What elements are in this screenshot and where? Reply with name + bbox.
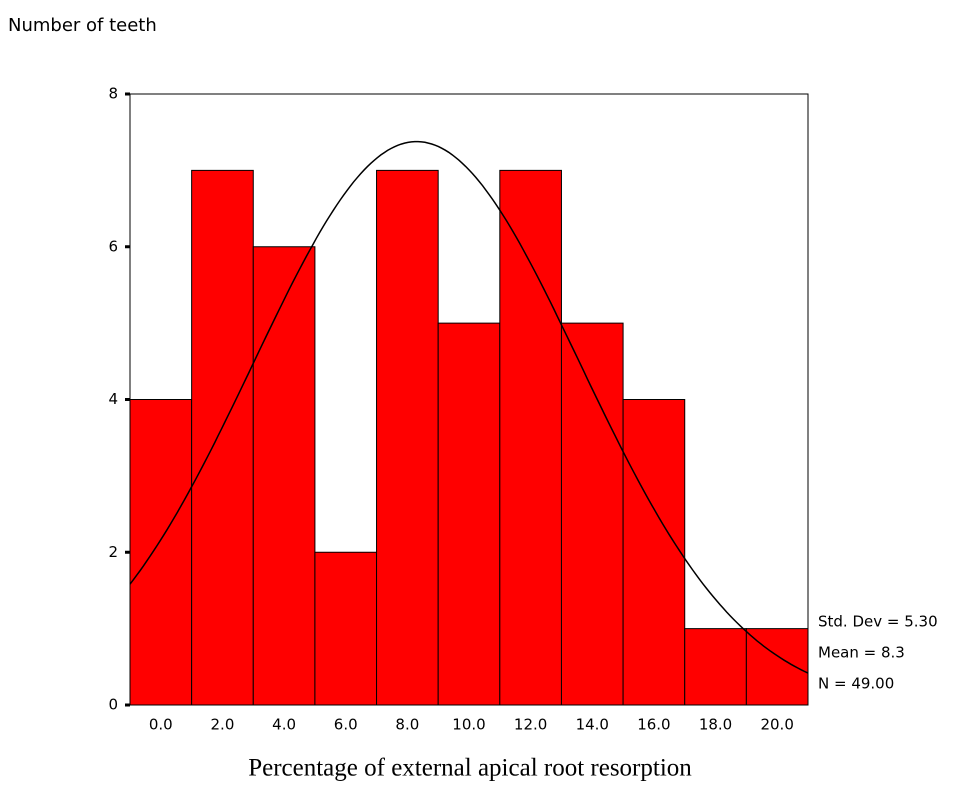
x-tick-label: 18.0 bbox=[699, 716, 732, 734]
y-axis-label: Number of teeth bbox=[8, 15, 157, 36]
y-tick-label: 4 bbox=[108, 390, 118, 408]
x-tick-label: 10.0 bbox=[452, 716, 485, 734]
y-tick-label: 8 bbox=[108, 85, 118, 103]
y-tick-label: 0 bbox=[108, 696, 118, 714]
x-tick-label: 2.0 bbox=[211, 716, 235, 734]
y-tick-label: 2 bbox=[108, 543, 118, 561]
x-tick-label: 14.0 bbox=[576, 716, 609, 734]
bar bbox=[685, 629, 747, 705]
x-tick-label: 6.0 bbox=[334, 716, 358, 734]
stat-label: Std. Dev = 5.30 bbox=[818, 613, 938, 631]
chart: Number of teeth Percentage of external a… bbox=[0, 0, 960, 797]
x-axis-label: Percentage of external apical root resor… bbox=[248, 755, 692, 782]
x-tick-label: 0.0 bbox=[149, 716, 173, 734]
bar bbox=[438, 323, 500, 705]
x-tick-label: 12.0 bbox=[514, 716, 547, 734]
x-tick-label: 20.0 bbox=[760, 716, 793, 734]
bar bbox=[253, 247, 315, 705]
x-tick-label: 8.0 bbox=[395, 716, 419, 734]
bar bbox=[192, 170, 254, 705]
y-tick-label: 6 bbox=[108, 237, 118, 255]
bar bbox=[377, 170, 439, 705]
bar bbox=[561, 323, 623, 705]
bar bbox=[315, 552, 377, 705]
x-tick-label: 16.0 bbox=[637, 716, 670, 734]
bar bbox=[623, 400, 685, 706]
stat-label: Mean = 8.3 bbox=[818, 644, 905, 662]
bar bbox=[500, 170, 562, 705]
bar bbox=[130, 400, 192, 706]
x-tick-label: 4.0 bbox=[272, 716, 296, 734]
stat-label: N = 49.00 bbox=[818, 675, 894, 693]
